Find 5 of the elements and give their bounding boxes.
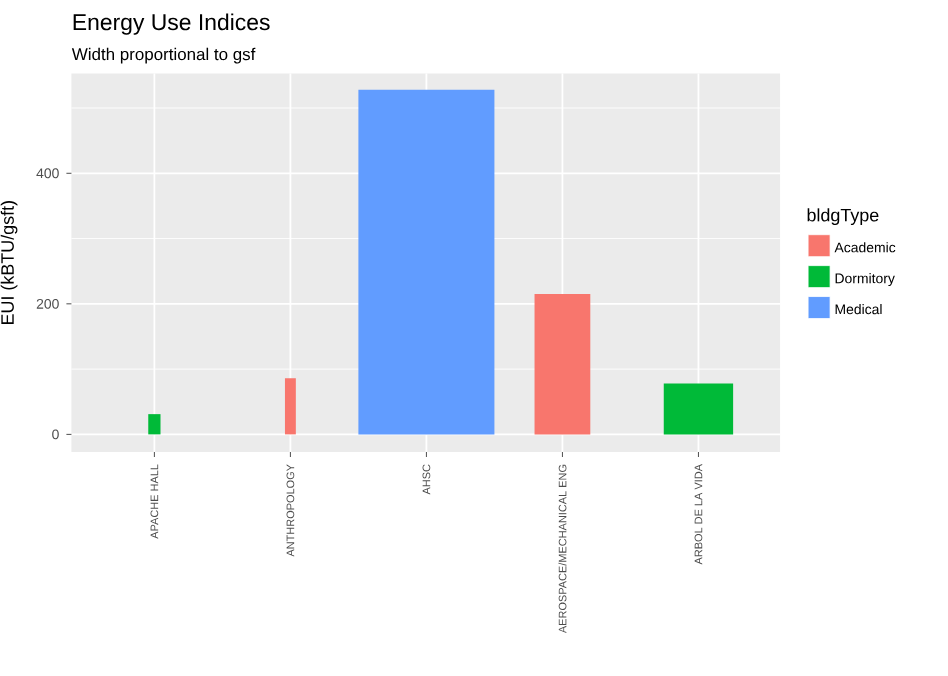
bar	[358, 89, 495, 435]
legend-title: bldgType	[807, 208, 879, 226]
y-axis-title: EUI (kBTU/gsft)	[0, 201, 18, 325]
chart-title: Energy Use Indices	[73, 13, 270, 35]
chart-subtitle: Width proportional to gsf	[71, 47, 256, 64]
